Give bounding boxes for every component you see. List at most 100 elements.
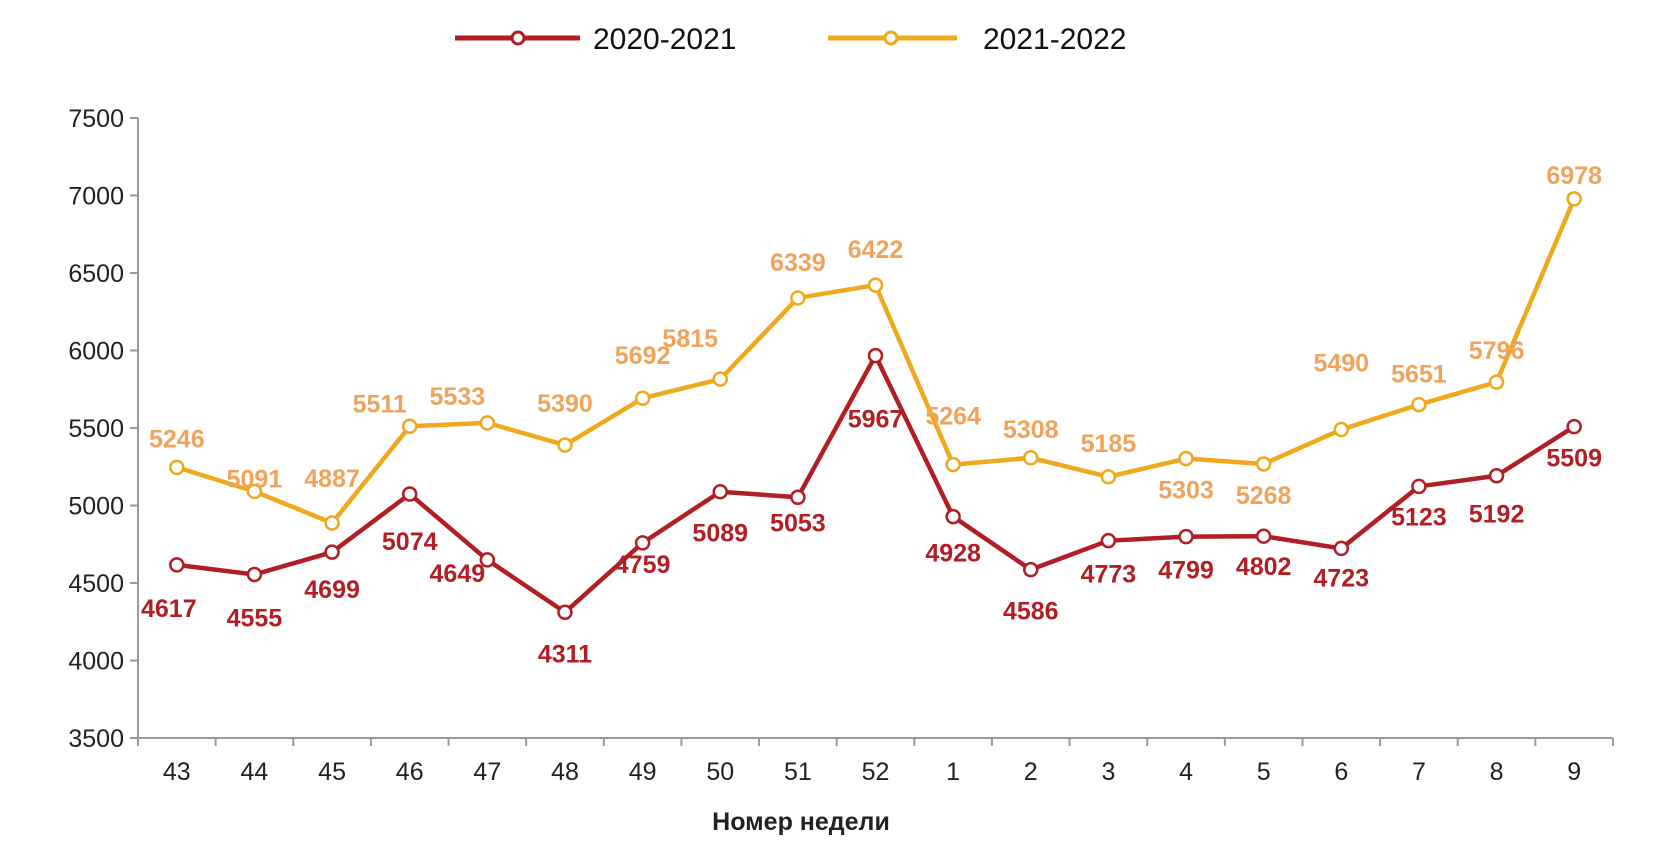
data-label-2021-2022: 5390 [537, 390, 593, 418]
y-tick-label: 5000 [68, 493, 124, 521]
data-point-2020-2021 [1100, 532, 1117, 549]
data-label-2020-2021: 5089 [692, 520, 748, 548]
data-label-2021-2022: 5490 [1313, 350, 1369, 378]
data-points [169, 191, 1582, 621]
x-tick-label: 2 [1024, 758, 1038, 786]
data-point-2021-2022 [1100, 469, 1117, 485]
data-point-2021-2022 [867, 277, 884, 293]
data-label-2020-2021: 4311 [538, 640, 592, 668]
legend-label-2020-2021: 2020-2021 [593, 23, 736, 56]
data-label-2020-2021: 4759 [615, 551, 671, 579]
data-point-2020-2021 [945, 508, 961, 525]
data-point-2020-2021 [246, 566, 263, 583]
data-label-2020-2021: 4586 [1003, 598, 1059, 626]
data-point-2021-2022 [1488, 374, 1505, 390]
x-tick-label: 8 [1490, 758, 1504, 786]
data-label-2021-2022: 5511 [353, 390, 407, 418]
x-tick-label: 52 [862, 758, 890, 786]
data-point-2020-2021 [634, 535, 651, 551]
data-label-2020-2021: 4773 [1081, 561, 1137, 589]
legend-marker-2020-2021 [510, 30, 526, 46]
data-point-2020-2021 [479, 552, 496, 568]
data-point-2021-2022 [712, 371, 728, 387]
data-point-2020-2021 [401, 486, 418, 502]
data-point-2020-2021 [1411, 478, 1427, 495]
data-point-2020-2021 [1023, 561, 1039, 578]
x-tick-label: 49 [629, 758, 657, 786]
data-label-2020-2021: 4928 [925, 540, 981, 568]
data-label-2020-2021: 5074 [382, 528, 438, 556]
x-tick-label: 6 [1334, 758, 1348, 786]
data-point-2020-2021 [1255, 528, 1272, 544]
data-label-2021-2022: 5308 [1003, 416, 1059, 444]
y-tick-label: 6000 [68, 338, 124, 366]
data-label-2021-2022: 5185 [1081, 430, 1137, 458]
data-label-2020-2021: 5967 [848, 406, 904, 434]
data-label-2021-2022: 5091 [227, 465, 283, 493]
data-point-2021-2022 [1411, 396, 1427, 413]
data-label-2021-2022: 5246 [149, 425, 205, 453]
y-tick-label: 7500 [68, 105, 124, 133]
data-label-2021-2022: 4887 [304, 465, 360, 493]
y-tick-label: 3500 [68, 725, 124, 753]
x-tick-label: 47 [473, 758, 501, 786]
x-tick-label: 9 [1567, 758, 1581, 786]
x-tick-label: 45 [318, 758, 346, 786]
data-label-2021-2022: 5815 [662, 325, 718, 353]
data-point-2020-2021 [1488, 467, 1505, 484]
data-point-2020-2021 [324, 544, 340, 560]
y-tick-label: 4000 [68, 648, 124, 676]
data-point-2021-2022 [246, 483, 263, 500]
data-label-2020-2021: 4723 [1313, 564, 1369, 592]
data-point-2020-2021 [867, 347, 884, 364]
data-point-2021-2022 [324, 515, 340, 531]
data-label-2021-2022: 5264 [925, 403, 981, 431]
data-label-2020-2021: 5123 [1391, 503, 1447, 531]
x-tick-label: 3 [1101, 758, 1115, 786]
data-point-2020-2021 [712, 483, 728, 500]
legend-marker-2021-2022 [883, 30, 899, 46]
x-tick-label: 51 [784, 758, 812, 786]
data-point-2020-2021 [790, 489, 806, 506]
x-axis-title: Номер недели [712, 808, 890, 836]
x-tick-label: 4 [1179, 758, 1193, 786]
data-label-2020-2021: 4617 [141, 595, 197, 623]
data-label-2021-2022: 5303 [1158, 477, 1214, 505]
data-label-2020-2021: 4555 [227, 604, 283, 632]
data-point-2020-2021 [557, 604, 573, 621]
data-point-2020-2021 [169, 557, 185, 573]
data-point-2021-2022 [479, 415, 496, 431]
axes [130, 117, 1614, 746]
data-point-2021-2022 [401, 418, 418, 435]
data-label-2021-2022: 5533 [430, 383, 486, 411]
data-point-2021-2022 [945, 456, 961, 473]
data-point-2021-2022 [634, 390, 651, 406]
x-tick-label: 44 [241, 758, 269, 786]
data-labels: 4617 4555 4699 5074 4649 4311 4759 5089 5053 5967… [141, 162, 1602, 668]
data-label-2021-2022: 6422 [848, 236, 904, 264]
y-tick-label: 5500 [68, 415, 124, 443]
data-point-2021-2022 [1023, 450, 1039, 466]
y-tick-label: 7000 [68, 183, 124, 211]
data-label-2020-2021: 4699 [304, 576, 360, 604]
data-point-2021-2022 [1333, 421, 1350, 438]
y-tick-label: 4500 [68, 570, 124, 598]
y-tick-label: 6500 [68, 260, 124, 288]
x-tick-label: 43 [163, 758, 191, 786]
x-tick-label: 48 [551, 758, 579, 786]
data-label-2020-2021: 4649 [430, 560, 486, 588]
data-label-2020-2021: 4799 [1158, 557, 1214, 585]
data-label-2020-2021: 5192 [1469, 501, 1525, 529]
x-tick-label: 7 [1412, 758, 1426, 786]
data-label-2021-2022: 6339 [770, 249, 826, 277]
data-point-2021-2022 [1178, 450, 1194, 467]
legend: 2020-2021 2021-2022 [455, 23, 1126, 56]
data-label-2020-2021: 4802 [1236, 553, 1292, 581]
x-tick-label: 1 [946, 758, 960, 786]
data-label-2021-2022: 5651 [1391, 361, 1447, 389]
data-point-2020-2021 [1333, 540, 1350, 557]
x-tick-label: 46 [396, 758, 424, 786]
data-point-2020-2021 [1566, 418, 1582, 435]
data-point-2021-2022 [1255, 456, 1272, 472]
